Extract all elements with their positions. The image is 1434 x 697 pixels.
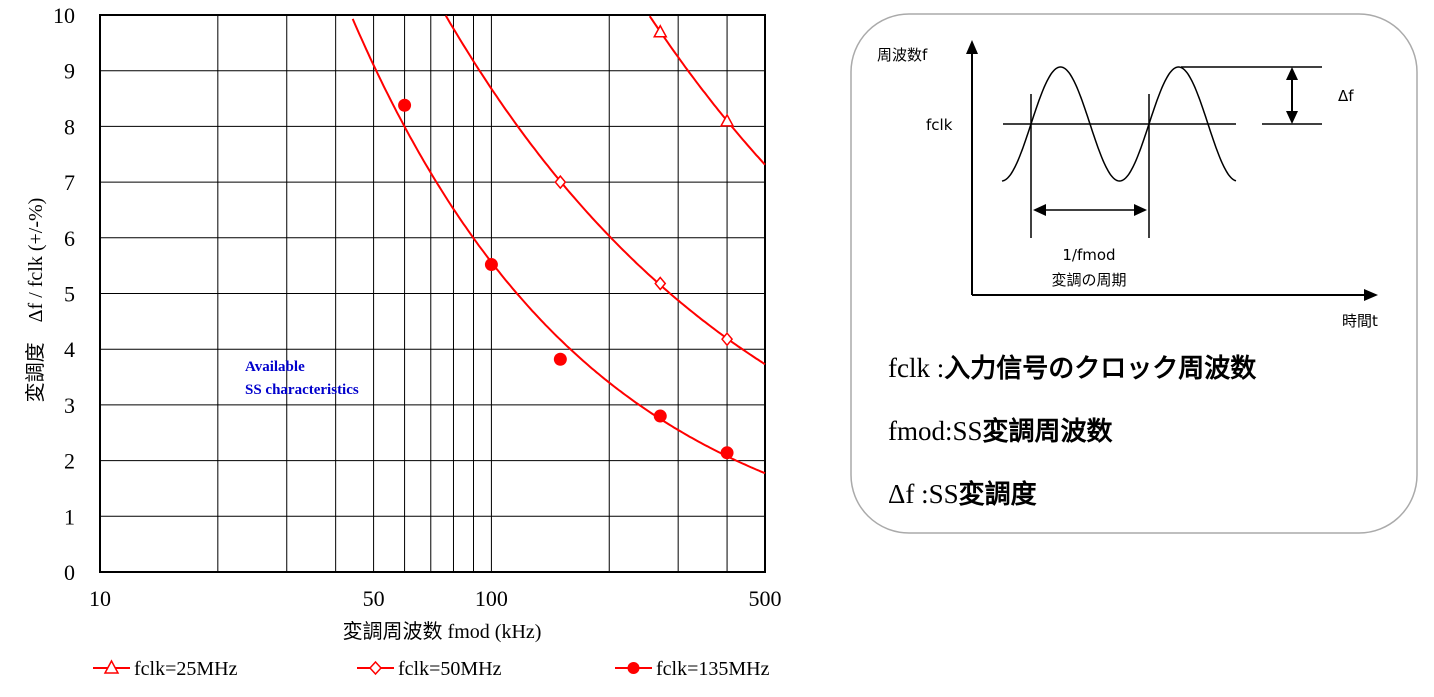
period-caption: 変調の周期 xyxy=(1051,271,1126,289)
legend-triangle-marker xyxy=(103,659,120,674)
legend-label-135mhz: fclk=135MHz xyxy=(656,658,770,680)
y-tick-label: 5 xyxy=(64,282,75,307)
chart-grid xyxy=(100,15,765,572)
data-point-circle xyxy=(484,258,498,272)
y-tick-label: 3 xyxy=(64,393,75,418)
legend: fclk=25MHz fclk=50MHz fclk=135MHz xyxy=(93,658,770,680)
x-axis-title: 変調周波数 fmod (kHz) xyxy=(343,620,542,643)
curve-fclk135mhz xyxy=(351,18,766,475)
diagram-frame xyxy=(850,13,1418,534)
data-point-diamond xyxy=(554,174,567,190)
delta-arrow-up-icon xyxy=(1286,67,1298,80)
y-tick-label: 7 xyxy=(64,170,75,195)
definition-fclk: fclk :入力信号のクロック周波数 xyxy=(888,353,1257,384)
modulation-diagram-panel: 周波数f fclk 時間t Δf 1/fmod 変調の周期 fclk :入力信号… xyxy=(850,13,1418,534)
legend-label-25mhz: fclk=25MHz xyxy=(134,658,238,680)
curve-fclk25mhz xyxy=(648,15,766,166)
data-point-circle xyxy=(653,409,667,423)
legend-diamond-marker xyxy=(368,660,383,676)
plot-frame xyxy=(99,14,766,573)
curve-fclk50mhz xyxy=(444,15,766,366)
annotation-line2: SS characteristics xyxy=(245,382,359,398)
data-point-triangle xyxy=(719,113,735,127)
legend-item-25mhz: fclk=25MHz xyxy=(93,658,238,680)
annotation-line1: Available xyxy=(245,359,305,375)
y-tick-label: 9 xyxy=(64,59,75,84)
time-axis-label: 時間t xyxy=(1342,312,1378,330)
data-point-diamond xyxy=(654,276,667,291)
legend-item-50mhz: fclk=50MHz xyxy=(357,658,502,680)
legend-label-50mhz: fclk=50MHz xyxy=(398,658,502,680)
y-tick-label: 4 xyxy=(64,337,75,362)
x-tick-label: 500 xyxy=(749,586,782,611)
data-point-circle xyxy=(720,446,734,460)
y-axis-title: 変調度 Δf / fclk (+/-%) xyxy=(24,198,47,403)
time-axis-arrow-icon xyxy=(1364,289,1378,301)
legend-item-135mhz: fclk=135MHz xyxy=(615,658,770,680)
definition-fmod: fmod:SS変調周波数 xyxy=(888,416,1114,447)
fclk-label: fclk xyxy=(926,116,953,134)
y-tick-label: 0 xyxy=(64,560,75,585)
y-tick-label: 10 xyxy=(53,3,75,28)
x-tick-labels: 10 50 100 500 xyxy=(89,586,782,611)
period-label: 1/fmod xyxy=(1062,246,1115,264)
y-tick-label: 6 xyxy=(64,226,75,251)
y-tick-labels: 0 1 2 3 4 5 6 7 8 9 10 xyxy=(53,3,75,585)
data-point-circle xyxy=(398,98,412,112)
frequency-axis-arrow-icon xyxy=(966,40,978,54)
data-point-triangle xyxy=(652,24,668,38)
data-markers xyxy=(398,24,735,460)
y-tick-label: 2 xyxy=(64,449,75,474)
definition-delta-f: Δf :SS変調度 xyxy=(888,479,1037,510)
fitted-curves xyxy=(351,15,766,475)
data-point-circle xyxy=(553,352,567,366)
y-tick-label: 1 xyxy=(64,504,75,529)
delta-arrow-down-icon xyxy=(1286,111,1298,124)
modulation-waveform xyxy=(1001,66,1237,182)
delta-f-label: Δf xyxy=(1338,87,1354,105)
period-arrow-left-icon xyxy=(1033,204,1046,216)
period-arrow-right-icon xyxy=(1134,204,1147,216)
x-tick-label: 10 xyxy=(89,586,111,611)
y-tick-label: 8 xyxy=(64,114,75,139)
x-tick-label: 50 xyxy=(363,586,385,611)
frequency-axis-label: 周波数f xyxy=(877,46,928,64)
data-point-diamond xyxy=(721,332,734,347)
legend-circle-marker xyxy=(627,662,640,674)
x-tick-label: 100 xyxy=(475,586,508,611)
